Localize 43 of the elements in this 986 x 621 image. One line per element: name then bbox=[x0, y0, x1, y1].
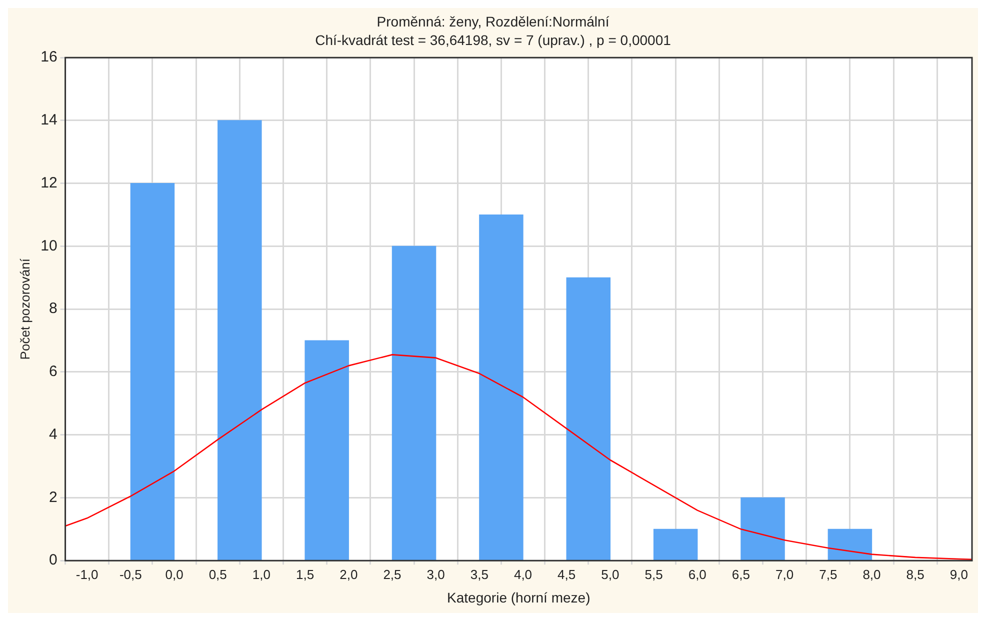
y-tick-label: 10 bbox=[40, 237, 58, 254]
x-tick-label: 5,5 bbox=[644, 566, 663, 582]
bar bbox=[828, 528, 872, 560]
y-tick-label: 6 bbox=[48, 363, 58, 380]
chart-title: Proměnná: ženy, Rozdělení:Normální bbox=[376, 13, 610, 30]
x-tick-label: 4,0 bbox=[514, 566, 532, 582]
bar bbox=[479, 214, 524, 560]
x-tick-label: 3,0 bbox=[426, 566, 445, 582]
x-tick-label: 7,5 bbox=[819, 566, 838, 582]
chart-subtitle: Chí-kvadrát test = 36,64198, sv = 7 (uprav.) , p = 0,00001 bbox=[315, 32, 672, 48]
y-tick-label: 16 bbox=[40, 48, 58, 66]
y-tick-label: 0 bbox=[48, 552, 58, 569]
bar bbox=[740, 497, 785, 560]
x-tick-label: 4,5 bbox=[558, 566, 576, 582]
bar bbox=[218, 120, 262, 560]
y-tick-label: 14 bbox=[40, 112, 58, 129]
y-tick-label: 4 bbox=[48, 426, 58, 443]
x-tick-label: -1,0 bbox=[76, 566, 98, 582]
x-tick-label: 8,0 bbox=[862, 566, 881, 582]
y-axis-title: Počet pozorování bbox=[17, 258, 32, 360]
x-tick-label: 0,0 bbox=[165, 566, 184, 582]
x-tick-label: 1,5 bbox=[296, 566, 314, 582]
bar bbox=[653, 528, 698, 560]
x-tick-label: 6,5 bbox=[732, 566, 750, 582]
x-tick-label: 1,0 bbox=[252, 566, 270, 582]
x-tick-label: -0,5 bbox=[119, 566, 142, 582]
bar bbox=[566, 277, 611, 560]
bar bbox=[392, 246, 436, 560]
bar bbox=[304, 340, 349, 560]
x-tick-label: 9,0 bbox=[950, 566, 968, 582]
x-tick-label: 0,5 bbox=[208, 566, 227, 582]
y-tick-label: 8 bbox=[48, 300, 58, 318]
x-tick-label: 6,0 bbox=[688, 566, 706, 582]
x-axis-title: Kategorie (horní meze) bbox=[447, 589, 590, 606]
x-tick-label: 2,5 bbox=[383, 566, 402, 582]
x-tick-label: 2,0 bbox=[340, 566, 358, 582]
bar bbox=[130, 183, 175, 560]
x-tick-label: 7,0 bbox=[776, 566, 794, 582]
x-tick-label: 5,0 bbox=[601, 566, 620, 582]
x-tick-label: 8,5 bbox=[906, 566, 924, 582]
y-tick-label: 2 bbox=[48, 488, 58, 506]
x-tick-label: 3,5 bbox=[470, 566, 488, 582]
y-tick-label: 12 bbox=[40, 174, 58, 192]
